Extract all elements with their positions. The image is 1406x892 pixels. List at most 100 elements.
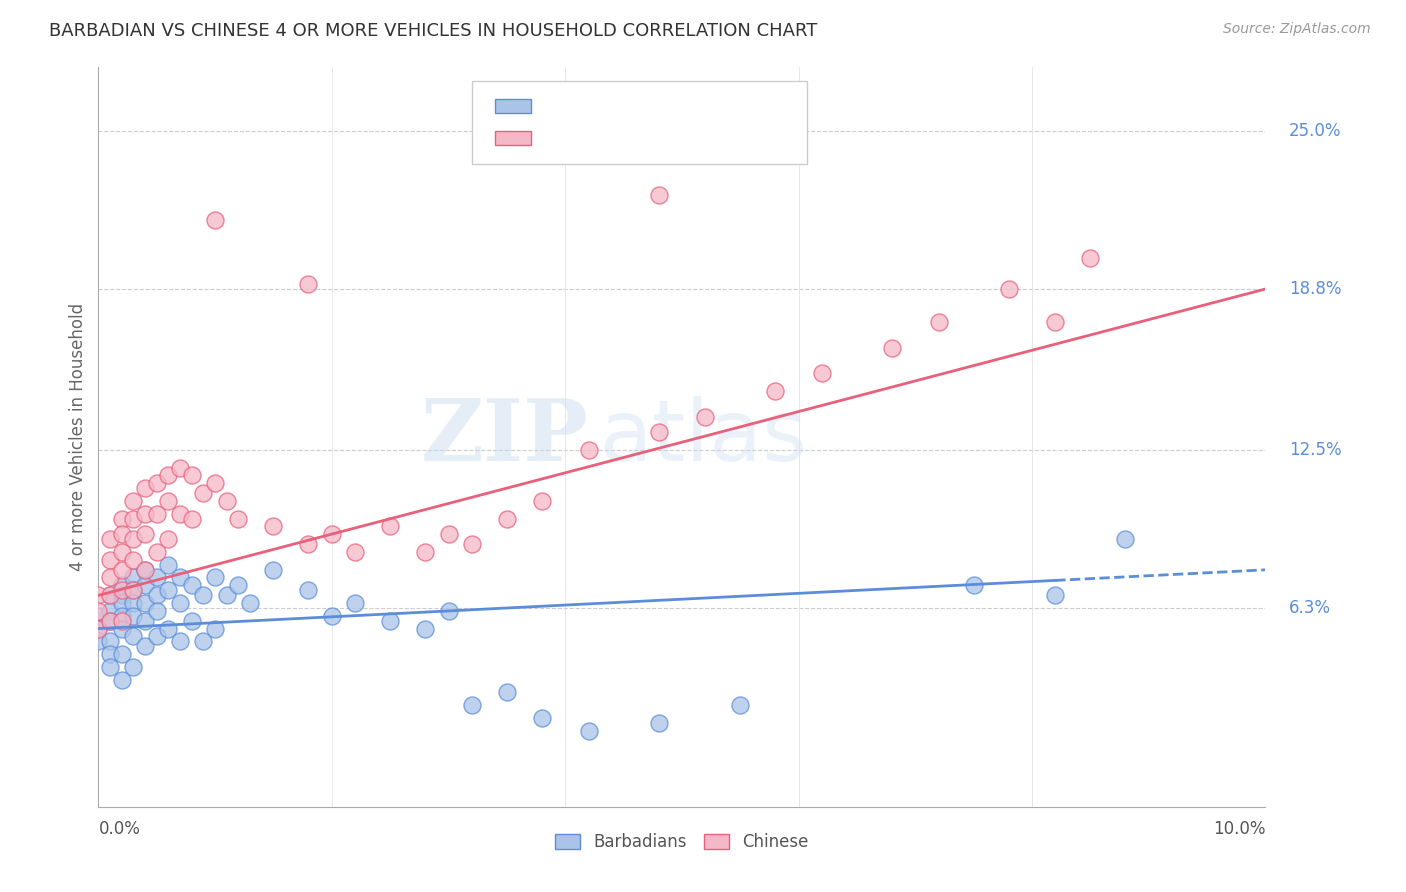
Point <box>87 604 110 618</box>
Point <box>146 545 169 559</box>
Point <box>157 558 180 572</box>
Point <box>461 698 484 713</box>
Point <box>122 596 145 610</box>
Point <box>763 384 786 398</box>
Point <box>228 512 250 526</box>
Y-axis label: 4 or more Vehicles in Household: 4 or more Vehicles in Household <box>69 303 87 571</box>
Point <box>344 545 367 559</box>
Text: R =: R = <box>546 129 585 147</box>
Point <box>997 282 1019 296</box>
Point <box>98 588 121 602</box>
Point <box>578 442 600 457</box>
Point <box>87 608 110 623</box>
Point <box>1045 315 1067 329</box>
Point <box>413 545 436 559</box>
Point <box>87 622 110 636</box>
Point <box>496 512 519 526</box>
Point <box>87 588 110 602</box>
Point <box>169 460 191 475</box>
Point <box>134 640 156 654</box>
Point <box>111 588 134 602</box>
Point <box>880 341 903 355</box>
Point <box>111 583 134 598</box>
Point <box>98 647 121 661</box>
Text: 0.402: 0.402 <box>592 128 654 148</box>
Point <box>204 213 226 227</box>
Point <box>647 187 669 202</box>
Text: 0.157: 0.157 <box>592 96 654 116</box>
Point <box>134 563 156 577</box>
Point <box>193 588 215 602</box>
Point <box>157 622 180 636</box>
Point <box>122 583 145 598</box>
Point <box>169 596 191 610</box>
Point <box>496 685 519 699</box>
Point <box>215 588 238 602</box>
Point <box>157 468 180 483</box>
Point <box>380 614 402 628</box>
Point <box>122 512 145 526</box>
Point <box>193 634 215 648</box>
Legend: Barbadians, Chinese: Barbadians, Chinese <box>548 827 815 858</box>
Point <box>122 552 145 566</box>
Point <box>146 604 169 618</box>
Point <box>180 512 202 526</box>
Point <box>1080 252 1102 266</box>
Point <box>530 711 553 725</box>
Point <box>98 604 121 618</box>
Point <box>146 476 169 491</box>
Point <box>98 570 121 584</box>
Point <box>98 532 121 546</box>
Point <box>962 578 984 592</box>
Point <box>169 507 191 521</box>
Point <box>169 634 191 648</box>
Text: 6.3%: 6.3% <box>1289 599 1330 617</box>
Point <box>321 608 343 623</box>
Point <box>98 588 121 602</box>
Point <box>98 634 121 648</box>
Point <box>111 545 134 559</box>
Point <box>180 468 202 483</box>
Point <box>180 614 202 628</box>
Point <box>134 596 156 610</box>
Point <box>530 494 553 508</box>
Text: 18.8%: 18.8% <box>1289 280 1341 298</box>
Text: 62: 62 <box>697 96 724 116</box>
Point <box>134 578 156 592</box>
Point <box>461 537 484 551</box>
Point <box>98 614 121 628</box>
Point <box>437 604 460 618</box>
Point <box>111 622 134 636</box>
Point <box>122 532 145 546</box>
Point <box>111 527 134 541</box>
Point <box>111 596 134 610</box>
Text: atlas: atlas <box>600 395 808 479</box>
Point <box>122 494 145 508</box>
Text: 12.5%: 12.5% <box>1289 441 1341 458</box>
Point <box>262 563 284 577</box>
Point <box>1114 532 1136 546</box>
Point <box>122 660 145 674</box>
Point <box>111 563 134 577</box>
Point <box>134 527 156 541</box>
Point <box>215 494 238 508</box>
Point <box>239 596 262 610</box>
Text: R =: R = <box>546 97 585 115</box>
Point <box>134 481 156 495</box>
Point <box>122 570 145 584</box>
Point <box>169 570 191 584</box>
Point <box>730 698 752 713</box>
Point <box>146 507 169 521</box>
Text: ZIP: ZIP <box>420 395 589 479</box>
Point <box>297 583 319 598</box>
Text: 57: 57 <box>697 128 724 148</box>
Point <box>180 578 202 592</box>
Point <box>122 608 145 623</box>
Point <box>87 622 110 636</box>
Point <box>647 716 669 731</box>
Point <box>297 277 319 291</box>
Point <box>695 409 717 424</box>
Point <box>146 629 169 643</box>
Point <box>111 647 134 661</box>
Point <box>87 634 110 648</box>
